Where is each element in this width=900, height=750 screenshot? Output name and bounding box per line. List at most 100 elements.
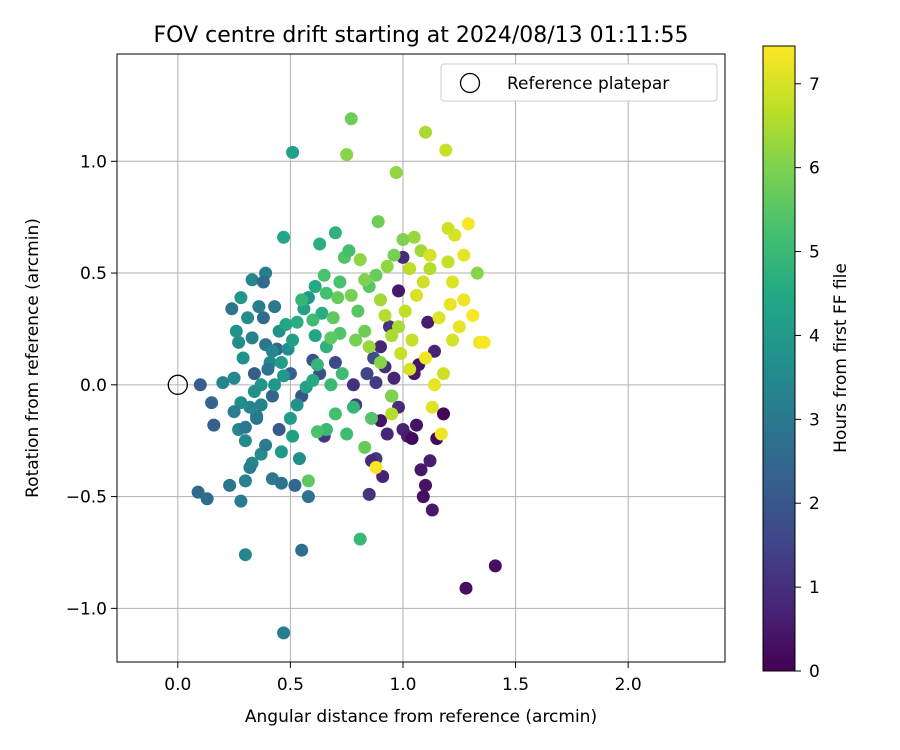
data-point — [238, 434, 252, 448]
data-point — [247, 385, 261, 398]
data-point — [385, 329, 399, 343]
colorbar-tick-label: 1 — [809, 578, 820, 598]
data-point — [245, 331, 259, 345]
data-point — [319, 286, 333, 300]
data-point — [358, 440, 372, 454]
data-point — [256, 275, 270, 289]
data-point — [419, 351, 432, 365]
colorbar-tick-label: 4 — [809, 326, 820, 346]
data-point — [283, 411, 297, 425]
data-point — [238, 474, 252, 488]
data-point — [387, 371, 401, 385]
data-point — [461, 217, 475, 231]
data-point — [405, 333, 419, 347]
data-point — [448, 228, 462, 242]
data-point — [392, 284, 405, 298]
data-point — [324, 378, 338, 392]
data-point — [374, 293, 387, 307]
data-point — [437, 367, 450, 381]
data-point — [268, 378, 282, 392]
data-point — [385, 389, 399, 403]
colorbar-ticks: 0 1 2 3 4 5 6 7 — [795, 75, 820, 682]
y-tick-label: 0.0 — [80, 376, 107, 396]
x-tick-label: 1.5 — [502, 675, 529, 695]
data-point — [277, 369, 291, 383]
data-point — [241, 311, 255, 325]
data-point — [371, 215, 385, 229]
colorbar-tick-label: 0 — [809, 662, 820, 682]
data-point — [295, 543, 309, 557]
legend: Reference platepar — [440, 63, 718, 102]
data-point — [446, 333, 459, 347]
data-point — [437, 407, 450, 421]
data-point — [254, 398, 268, 412]
data-point — [238, 548, 252, 562]
legend-label: Reference platepar — [507, 74, 669, 94]
data-point — [286, 333, 300, 347]
data-point — [394, 347, 408, 360]
data-point — [290, 398, 304, 412]
legend-box — [440, 63, 718, 102]
data-point — [376, 470, 390, 483]
data-point — [441, 255, 455, 269]
data-point — [419, 125, 432, 139]
data-point — [272, 423, 286, 436]
data-point — [274, 476, 288, 490]
data-point — [358, 324, 372, 338]
data-point — [216, 376, 230, 390]
data-point — [389, 166, 403, 179]
data-point — [288, 478, 302, 492]
data-point — [353, 253, 367, 267]
data-point — [234, 396, 248, 410]
data-point — [346, 378, 360, 392]
data-point — [333, 275, 347, 289]
data-point — [223, 478, 237, 492]
data-point — [351, 304, 365, 318]
data-point — [317, 268, 331, 282]
data-point — [360, 367, 374, 381]
data-point — [346, 400, 360, 414]
x-tick-label: 0.5 — [277, 675, 304, 695]
data-point — [331, 291, 345, 305]
data-point — [396, 233, 410, 246]
data-point — [234, 291, 248, 305]
data-point — [344, 288, 358, 302]
y-axis-label: Rotation from reference (arcmin) — [23, 218, 43, 498]
data-point — [392, 320, 405, 334]
data-point — [308, 329, 322, 343]
data-point — [425, 400, 439, 414]
y-tick-label: −0.5 — [66, 488, 107, 508]
x-tick-label: 2.0 — [615, 675, 642, 695]
data-point — [265, 344, 279, 358]
data-point — [374, 356, 387, 369]
data-point — [403, 262, 417, 276]
data-point — [252, 300, 266, 314]
data-point — [313, 237, 327, 251]
data-point — [421, 315, 435, 329]
data-point — [416, 275, 430, 289]
data-point — [265, 389, 279, 403]
data-point — [295, 293, 309, 307]
data-point — [385, 407, 399, 421]
data-point — [328, 356, 342, 369]
x-tick-label: 1.0 — [389, 675, 416, 695]
data-point — [477, 335, 491, 349]
data-point — [434, 427, 448, 441]
y-axis-ticks: −1.0 −0.5 0.0 0.5 1.0 — [66, 152, 117, 619]
data-point — [227, 405, 241, 419]
data-point — [405, 432, 419, 445]
data-point — [419, 478, 432, 492]
data-point — [274, 445, 288, 459]
data-point — [245, 273, 259, 287]
colorbar-tick-label: 7 — [809, 75, 820, 95]
data-point — [374, 340, 387, 354]
colorbar-tick-label: 5 — [809, 243, 820, 263]
data-point — [425, 503, 439, 517]
data-point — [446, 275, 459, 289]
data-point — [432, 311, 446, 325]
data-point — [328, 226, 342, 240]
data-point — [315, 306, 329, 320]
data-point — [268, 300, 282, 314]
data-point — [277, 230, 291, 244]
data-point — [470, 266, 484, 280]
